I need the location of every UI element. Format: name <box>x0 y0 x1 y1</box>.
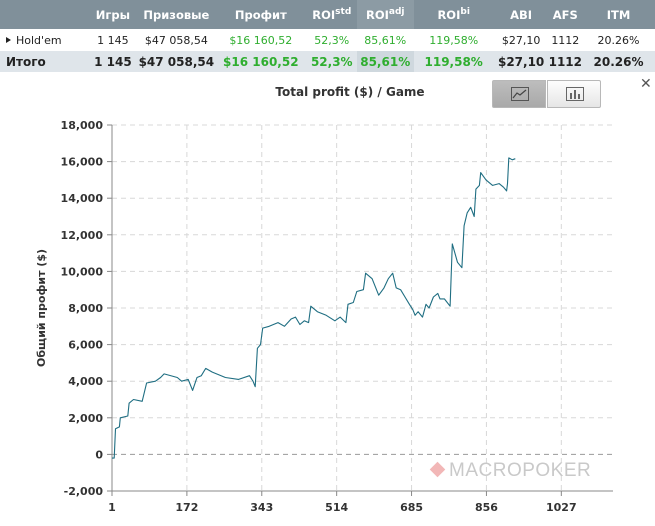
close-icon[interactable]: ✕ <box>640 76 652 92</box>
x-tick-label: 172 <box>175 501 198 514</box>
chart-title: Total profit ($) / Game <box>275 85 425 99</box>
prizes-cell: $47 058,54 <box>137 29 215 51</box>
bar-chart-icon <box>566 87 584 101</box>
y-tick-label: 18,000 <box>61 119 104 132</box>
total-roi-adj-cell: 85,61% <box>356 51 414 72</box>
y-tick-label: 2,000 <box>68 412 103 425</box>
profit-series-line <box>112 157 516 459</box>
x-tick-label: 1 <box>108 501 116 514</box>
line-chart-icon <box>511 87 529 101</box>
y-tick-label: 14,000 <box>61 192 104 205</box>
afs-cell: 1112 <box>548 29 583 51</box>
roi-adj-cell: 85,61% <box>356 29 414 51</box>
profit-chart: -2,000 0 2,000 4,000 6,000 8,000 10,000 12,000 1… <box>35 119 613 514</box>
line-chart-button[interactable] <box>492 80 546 108</box>
total-itm-cell: 20.26% <box>582 51 655 72</box>
header-prizes[interactable]: Призовые <box>137 0 215 29</box>
x-tick-label: 685 <box>400 501 423 514</box>
y-tick-label: 10,000 <box>61 265 104 278</box>
header-itm[interactable]: ITM <box>582 0 655 29</box>
total-roi-std-cell: 52,3% <box>306 51 357 72</box>
total-afs-cell: 1112 <box>548 51 583 72</box>
roi-std-cell: 52,3% <box>306 29 357 51</box>
y-tick-label: 4,000 <box>68 375 103 388</box>
y-tick-label: 8,000 <box>68 302 103 315</box>
header-roi-std[interactable]: ROIstd <box>306 0 357 29</box>
y-axis-label: Общий профит ($) <box>35 249 48 367</box>
header-games[interactable]: Игры <box>87 0 138 29</box>
chart-view-toggle <box>492 80 601 110</box>
stats-table: Игры Призовые Профит ROIstd ROIadj ROIbi… <box>0 0 655 72</box>
game-label-cell[interactable]: Hold'em <box>0 29 88 51</box>
total-profit-cell: $16 160,52 <box>214 51 307 72</box>
header-roi-adj[interactable]: ROIadj <box>356 0 414 29</box>
total-games-cell: 1 145 <box>87 51 138 72</box>
itm-cell: 20.26% <box>582 29 655 51</box>
watermark: MACROPOKER <box>429 460 591 482</box>
header-abi[interactable]: ABI <box>493 0 549 29</box>
y-tick-label: 12,000 <box>61 229 104 242</box>
header-blank <box>0 0 88 29</box>
macropoker-logo-icon <box>429 461 446 478</box>
games-cell: 1 145 <box>87 29 138 51</box>
x-tick-label: 856 <box>475 501 498 514</box>
total-label-cell: Итого <box>0 51 88 72</box>
abi-cell: $27,10 <box>493 29 549 51</box>
x-tick-label: 1027 <box>546 501 577 514</box>
y-tick-label: 0 <box>95 448 103 461</box>
stats-header-row: Игры Призовые Профит ROIstd ROIadj ROIbi… <box>0 0 655 29</box>
header-profit[interactable]: Профит <box>214 0 307 29</box>
y-tick-label: 6,000 <box>68 339 103 352</box>
expand-caret-icon[interactable] <box>6 36 11 43</box>
x-tick-label: 343 <box>250 501 273 514</box>
header-roi-bi[interactable]: ROIbi <box>413 0 494 29</box>
x-tick-label: 514 <box>325 501 348 514</box>
bar-chart-button[interactable] <box>547 80 601 108</box>
total-roi-bi-cell: 119,58% <box>413 51 494 72</box>
game-row-holdem[interactable]: Hold'em 1 145 $47 058,54 $16 160,52 52,3… <box>0 29 655 51</box>
total-abi-cell: $27,10 <box>493 51 549 72</box>
roi-bi-cell: 119,58% <box>413 29 494 51</box>
header-afs[interactable]: AFS <box>548 0 583 29</box>
y-tick-label: -2,000 <box>64 485 104 498</box>
profit-cell: $16 160,52 <box>214 29 307 51</box>
y-tick-label: 16,000 <box>61 156 104 169</box>
total-prizes-cell: $47 058,54 <box>137 51 215 72</box>
total-row: Итого 1 145 $47 058,54 $16 160,52 52,3% … <box>0 51 655 72</box>
